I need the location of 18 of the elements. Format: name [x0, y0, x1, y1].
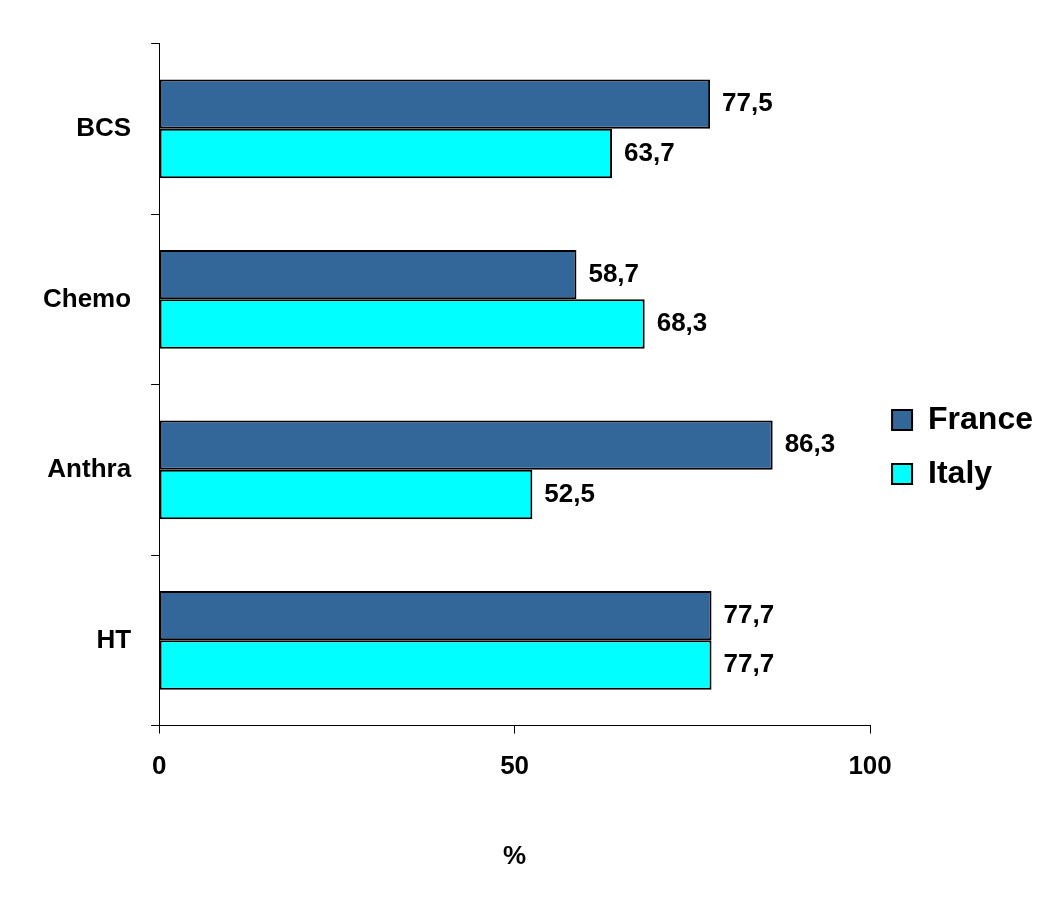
- x-tick-label: 100: [848, 750, 892, 781]
- x-tick-label: 50: [500, 750, 530, 781]
- y-tick-label: Anthra: [47, 453, 132, 484]
- legend-label: France: [928, 399, 1033, 436]
- data-label: 77,5: [722, 87, 773, 118]
- data-label: 68,3: [656, 307, 708, 338]
- y-tick-label: HT: [96, 623, 132, 654]
- data-label: 77,7: [723, 598, 775, 629]
- data-label: 63,7: [623, 136, 675, 167]
- x-tick-label: 0: [151, 750, 167, 781]
- legend-label: Italy: [928, 453, 993, 490]
- y-tick-label: Chemo: [42, 282, 132, 313]
- x-axis-title: %: [503, 839, 527, 870]
- data-label: 77,7: [723, 648, 775, 679]
- data-label: 86,3: [784, 428, 836, 459]
- data-label: 52,5: [544, 477, 595, 508]
- y-tick-label: BCS: [76, 112, 132, 143]
- data-label: 58,7: [588, 257, 640, 288]
